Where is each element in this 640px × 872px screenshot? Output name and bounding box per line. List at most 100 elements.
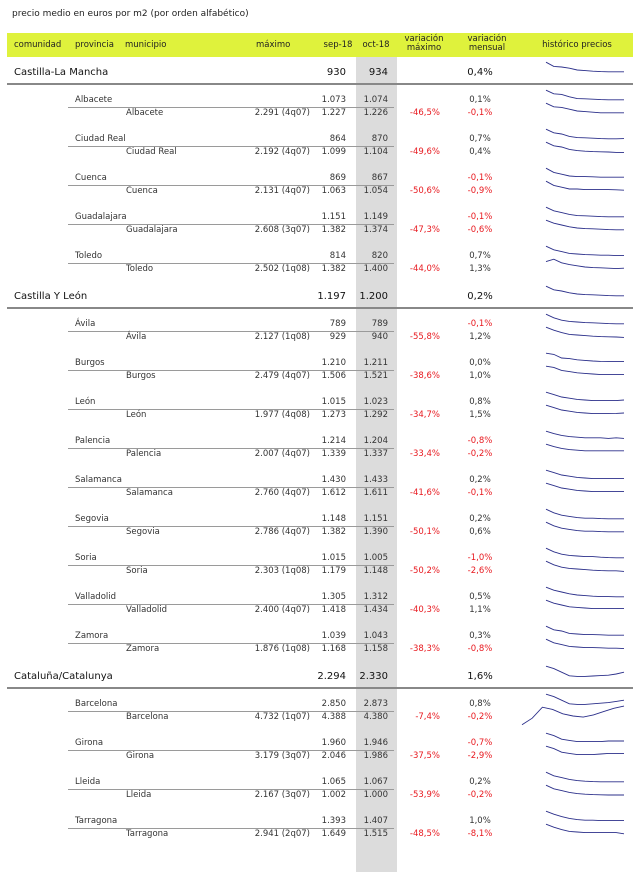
sparkline-chart [545, 625, 624, 636]
maximo-value: 2.400 (4q07) [254, 605, 310, 615]
com-name: Cataluña/Catalunya [14, 671, 113, 682]
municipio-row: Salamanca 2.760 (4q07) 1.612 1.611 -41,6% -0,… [0, 482, 640, 499]
maximo-value: 2.192 (4q07) [254, 147, 310, 157]
variacion-mensual-value: 0,5% [469, 592, 491, 602]
header-oct: oct-18 [362, 40, 390, 50]
header-sep: sep-18 [323, 40, 353, 50]
variacion-maximo-value: -50,2% [409, 566, 440, 576]
mun-name: Albacete [126, 108, 164, 118]
mun-name: Zamora [126, 644, 160, 654]
provincia-divider [68, 604, 394, 605]
sep-value: 1.063 [321, 186, 346, 196]
oct-value: 1.148 [363, 566, 388, 576]
maximo-value: 1.876 (1q08) [254, 644, 310, 654]
municipio-row: Ciudad Real 2.192 (4q07) 1.099 1.104 -49,6% 0… [0, 141, 640, 158]
variacion-mensual-value: -0,8% [467, 644, 493, 654]
oct-highlight-column [356, 57, 397, 872]
provincia-divider [68, 487, 394, 488]
sparkline-chart [545, 180, 625, 191]
sep-value: 2.850 [321, 699, 346, 709]
municipio-row: Cuenca 2.131 (4q07) 1.063 1.054 -50,6% -0,9% [0, 180, 640, 197]
sparkline-chart [545, 128, 625, 140]
oct-value: 789 [371, 319, 388, 329]
oct-value: 2.873 [363, 699, 388, 709]
provincia-row: Burgos 1.210 1.211 0,0% [0, 352, 640, 369]
page-caption: precio medio en euros por m2 (por orden … [12, 9, 249, 19]
municipio-row: Ávila 2.127 (1q08) 929 940 -55,8% 1,2% [0, 326, 640, 343]
variacion-mensual-value: 1,0% [469, 816, 491, 826]
variacion-mensual-value: 1,3% [469, 264, 491, 274]
oct-value: 1.211 [363, 358, 388, 368]
sep-value: 1.015 [321, 553, 346, 563]
maximo-value: 2.127 (1q08) [254, 332, 310, 342]
sep-value: 1.382 [321, 264, 346, 274]
sep-value: 1.214 [321, 436, 346, 446]
variacion-mensual-value: -0,2% [467, 449, 493, 459]
mun-name: Burgos [126, 371, 156, 381]
variacion-maximo-value: -7,4% [415, 712, 440, 722]
mun-name: Ávila [126, 332, 147, 342]
provincia-row: Ávila 789 789 -0,1% [0, 313, 640, 330]
oct-value: 1.986 [363, 751, 388, 761]
sep-value: 789 [329, 319, 346, 329]
sparkline-chart [545, 586, 624, 598]
sep-value: 1.418 [321, 605, 346, 615]
variacion-mensual-value: -2,9% [467, 751, 493, 761]
variacion-maximo-value: -47,3% [409, 225, 440, 235]
variacion-mensual-value: 1,1% [469, 605, 491, 615]
prov-name: Cuenca [75, 173, 107, 183]
oct-value: 2.330 [359, 671, 388, 682]
mun-name: Soria [126, 566, 148, 576]
provincia-row: Zamora 1.039 1.043 0,3% [0, 625, 640, 642]
sparkline-chart [545, 771, 624, 783]
variacion-mensual-value: 0,7% [469, 134, 491, 144]
oct-value: 1.515 [363, 829, 388, 839]
sep-value: 1.099 [321, 147, 346, 157]
municipio-row: Lleida 2.167 (3q07) 1.002 1.000 -53,9% -0,2% [0, 784, 640, 801]
oct-value: 1.337 [363, 449, 388, 459]
oct-value: 1.292 [363, 410, 388, 420]
mun-name: Barcelona [126, 712, 169, 722]
oct-value: 1.407 [363, 816, 388, 826]
variacion-maximo-value: -37,5% [409, 751, 440, 761]
sep-value: 1.393 [321, 816, 346, 826]
maximo-value: 2.608 (3q07) [254, 225, 310, 235]
provincia-row: Soria 1.015 1.005 -1,0% [0, 547, 640, 564]
header-var-max: variación máximo [404, 34, 444, 53]
maximo-value: 1.977 (4q08) [254, 410, 310, 420]
sparkline-chart [545, 521, 624, 533]
prov-name: Guadalajara [75, 212, 127, 222]
com-name: Castilla Y León [14, 291, 88, 302]
municipio-row: Valladolid 2.400 (4q07) 1.418 1.434 -40,3% 1,… [0, 599, 640, 616]
sparkline-chart [545, 141, 624, 153]
variacion-maximo-value: -48,5% [409, 829, 440, 839]
variacion-mensual-value: 1,5% [469, 410, 491, 420]
provincia-divider [68, 224, 394, 225]
prov-name: Girona [75, 738, 104, 748]
variacion-mensual-value: 1,2% [469, 332, 491, 342]
provincia-divider [68, 263, 394, 264]
sep-value: 1.073 [321, 95, 346, 105]
variacion-mensual-value: 1,0% [469, 371, 491, 381]
sparkline-chart [545, 430, 625, 439]
provincia-row: Cuenca 869 867 -0,1% [0, 167, 640, 184]
header-var-men: variación mensual [467, 34, 507, 53]
mun-name: Valladolid [126, 605, 168, 615]
provincia-divider [68, 409, 394, 410]
oct-value: 1.521 [363, 371, 388, 381]
maximo-value: 4.732 (1q07) [254, 712, 310, 722]
mun-name: Guadalajara [126, 225, 178, 235]
sparkline-chart [521, 705, 625, 726]
oct-value: 1.149 [363, 212, 388, 222]
municipio-row: Tarragona 2.941 (2q07) 1.649 1.515 -48,5% -8,… [0, 823, 640, 840]
sparkline-chart [545, 599, 625, 610]
comunidad-row: Castilla-La Mancha 930 934 0,4% [0, 61, 640, 81]
provincia-row: Barcelona 2.850 2.873 0,8% [0, 693, 640, 710]
mun-name: Segovia [126, 527, 160, 537]
prov-name: Tarragona [75, 816, 118, 826]
sparkline-chart [545, 61, 624, 73]
variacion-mensual-value: 0,3% [469, 631, 491, 641]
sep-value: 1.148 [321, 514, 346, 524]
oct-value: 1.400 [363, 264, 388, 274]
municipio-row: Barcelona 4.732 (1q07) 4.388 4.380 -7,4% -0,2… [0, 705, 640, 726]
